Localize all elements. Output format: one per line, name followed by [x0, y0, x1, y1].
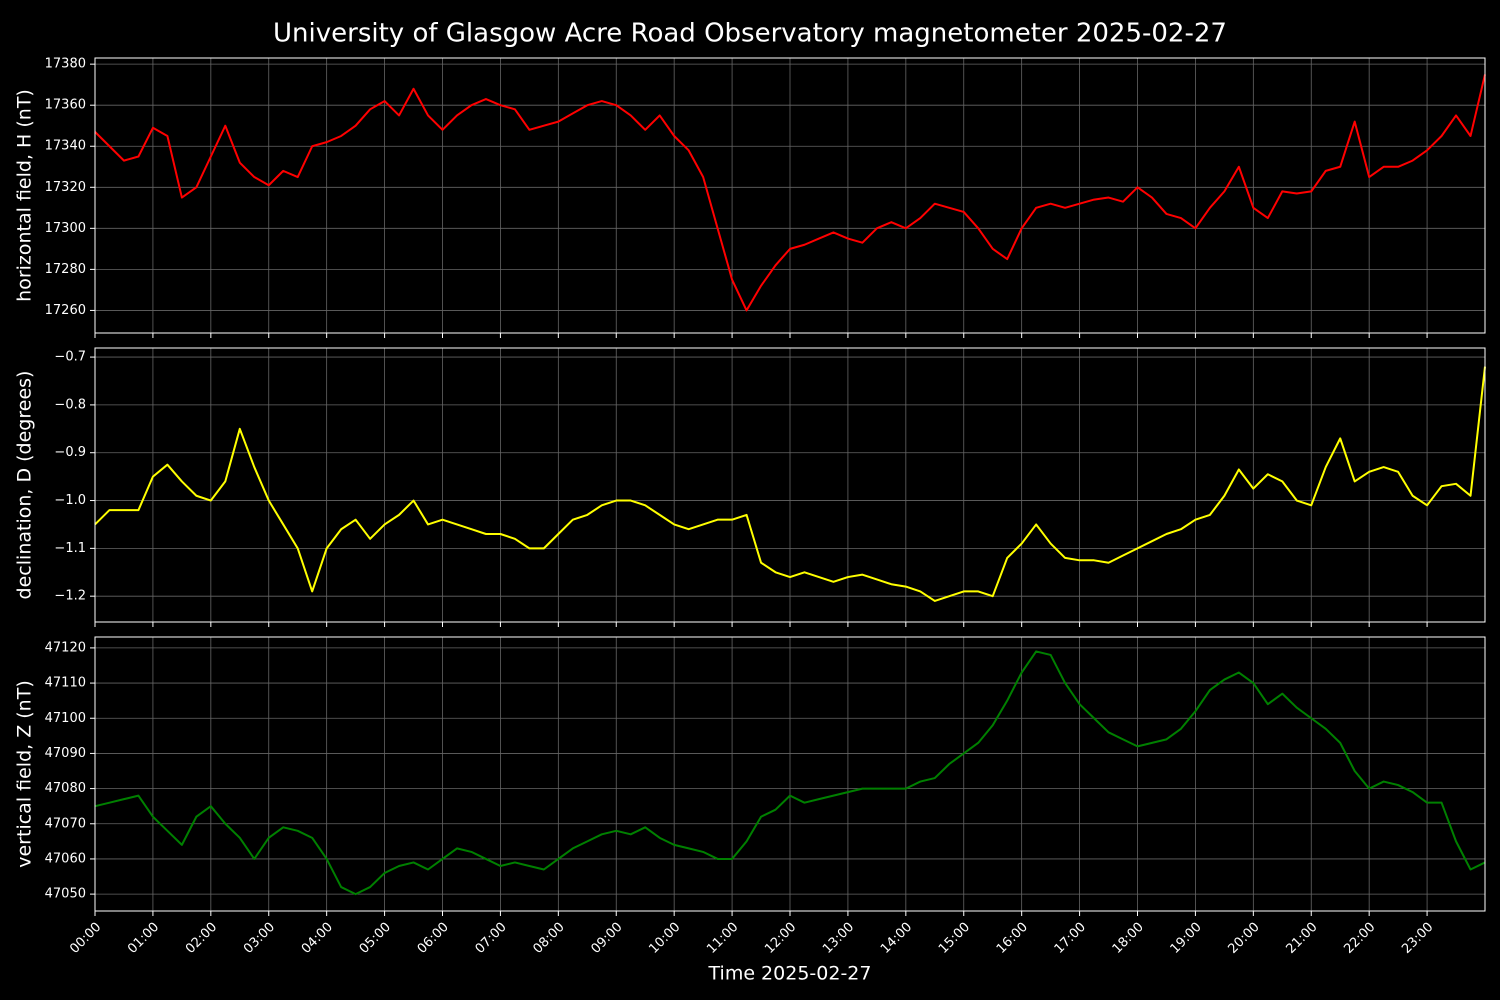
y-tick-label: 47110 [45, 676, 86, 691]
axes-frame [94, 347, 1486, 623]
y-tick-label: 17380 [45, 57, 86, 72]
data-line [94, 366, 1486, 602]
data-line [94, 74, 1486, 312]
y-tick-label: 47100 [45, 711, 86, 726]
y-tick-label: 47050 [45, 887, 86, 902]
y-tick-label: 17360 [45, 98, 86, 113]
y-tick-label: 47070 [45, 816, 86, 831]
axes-frame [94, 636, 1486, 912]
chart-title: University of Glasgow Acre Road Observat… [273, 19, 1227, 49]
y-tick-label: 17300 [45, 221, 86, 236]
y-tick-label: −0.7 [54, 350, 86, 365]
y-tick-label: 17260 [45, 303, 86, 318]
y-axis-label: horizontal field, H (nT) [14, 89, 36, 302]
axes-frame [94, 57, 1486, 334]
y-axis-label: declination, D (degrees) [14, 371, 36, 600]
y-tick-label: 47060 [45, 851, 86, 866]
y-tick-label: 17340 [45, 139, 86, 154]
y-tick-label: 47090 [45, 746, 86, 761]
y-tick-label: −0.8 [54, 397, 86, 412]
y-tick-label: −1.0 [54, 493, 86, 508]
y-tick-label: 17280 [45, 262, 86, 277]
x-axis-label: Time 2025-02-27 [708, 963, 872, 985]
y-tick-label: −1.1 [54, 541, 86, 556]
y-tick-label: 17320 [45, 180, 86, 195]
y-tick-label: 47080 [45, 781, 86, 796]
y-axis-label: vertical field, Z (nT) [14, 680, 36, 868]
data-line [94, 650, 1486, 896]
y-tick-label: 47120 [45, 640, 86, 655]
y-tick-label: −0.9 [54, 445, 86, 460]
y-tick-label: −1.2 [54, 589, 86, 604]
